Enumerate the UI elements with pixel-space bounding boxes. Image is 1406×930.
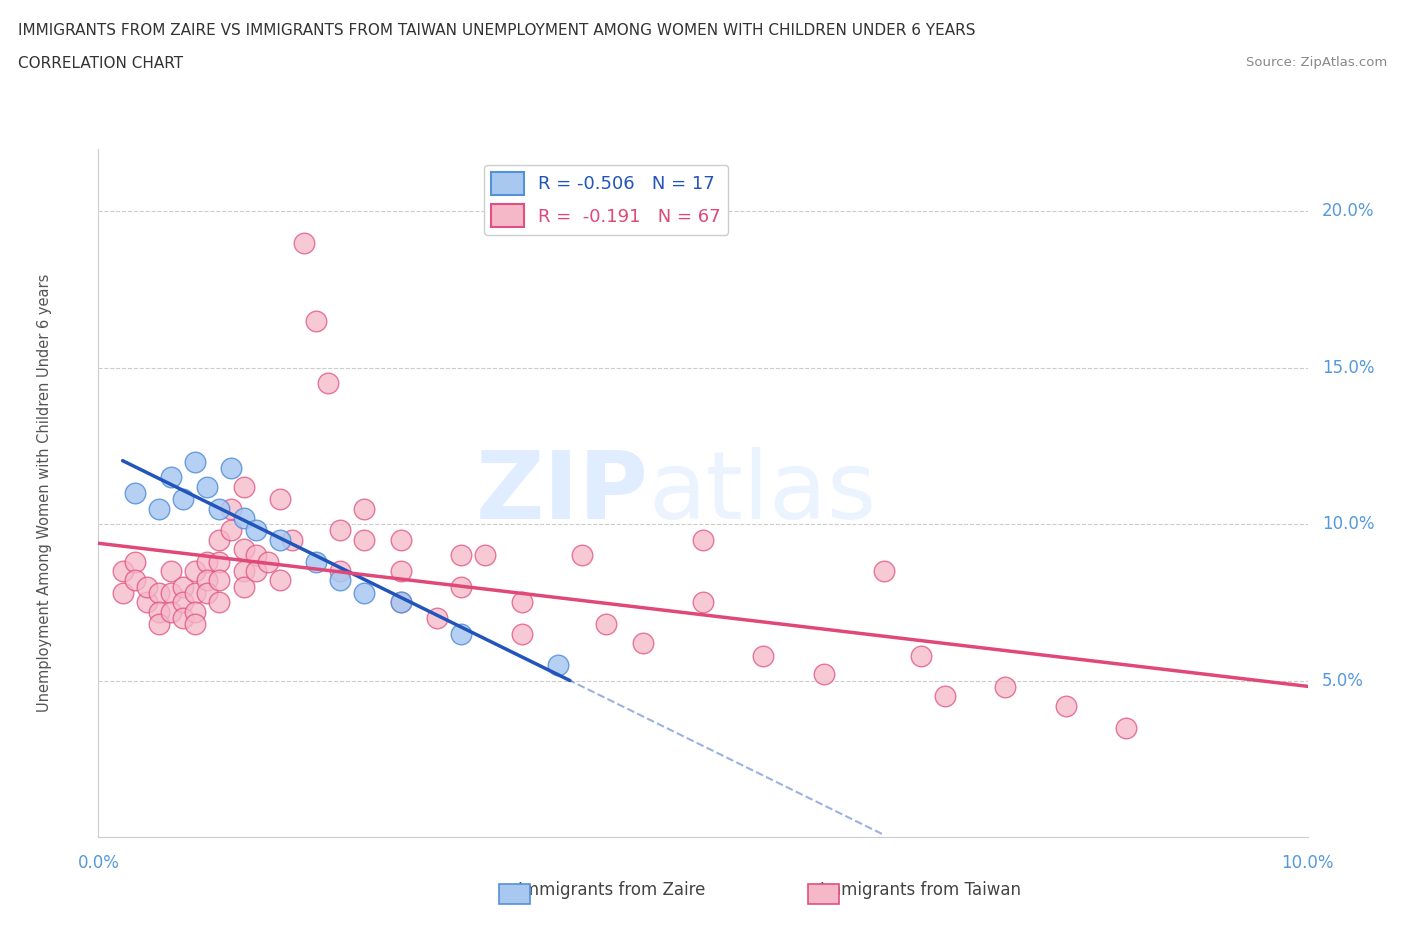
Text: CORRELATION CHART: CORRELATION CHART <box>18 56 183 71</box>
Point <box>547 658 569 672</box>
Point <box>124 485 146 500</box>
Point <box>148 586 170 601</box>
Point <box>124 573 146 588</box>
Point <box>910 648 932 663</box>
Point <box>389 595 412 610</box>
Text: Immigrants from Taiwan: Immigrants from Taiwan <box>821 881 1021 899</box>
Text: 0.0%: 0.0% <box>77 854 120 872</box>
Point <box>595 617 617 631</box>
Point <box>752 648 775 663</box>
Point <box>450 626 472 641</box>
Point <box>221 501 243 516</box>
Point <box>571 548 593 563</box>
Point <box>195 573 218 588</box>
Point <box>305 554 328 569</box>
Point <box>245 523 267 538</box>
Point <box>148 604 170 619</box>
Text: Immigrants from Zaire: Immigrants from Zaire <box>517 881 706 899</box>
Point <box>353 532 375 547</box>
Point <box>172 595 194 610</box>
Point <box>148 501 170 516</box>
Text: 15.0%: 15.0% <box>1322 359 1375 377</box>
Point <box>245 564 267 578</box>
Point <box>450 548 472 563</box>
Point <box>111 586 134 601</box>
Point <box>353 501 375 516</box>
Point <box>813 667 835 682</box>
Point <box>172 579 194 594</box>
Point <box>135 579 157 594</box>
Text: Source: ZipAtlas.com: Source: ZipAtlas.com <box>1247 56 1388 69</box>
Point <box>208 573 231 588</box>
Text: ZIP: ZIP <box>475 447 648 538</box>
Point <box>195 554 218 569</box>
Point <box>426 611 449 626</box>
Point <box>329 523 352 538</box>
Legend: R = -0.506   N = 17, R =  -0.191   N = 67: R = -0.506 N = 17, R = -0.191 N = 67 <box>484 165 728 234</box>
Point <box>1054 698 1077 713</box>
Point <box>124 554 146 569</box>
Point <box>184 454 207 469</box>
Point <box>232 579 254 594</box>
Point <box>148 617 170 631</box>
Point <box>316 376 339 391</box>
Point <box>389 595 412 610</box>
Point <box>208 595 231 610</box>
Point <box>329 564 352 578</box>
Point <box>873 564 896 578</box>
Point <box>232 479 254 494</box>
Point <box>256 554 278 569</box>
Point <box>135 595 157 610</box>
Point <box>172 492 194 507</box>
Text: 10.0%: 10.0% <box>1281 854 1334 872</box>
Point <box>195 586 218 601</box>
Point <box>221 523 243 538</box>
Text: atlas: atlas <box>648 447 877 538</box>
Point <box>195 479 218 494</box>
Point <box>111 564 134 578</box>
Point <box>160 470 183 485</box>
Point <box>510 595 533 610</box>
Point <box>208 532 231 547</box>
Point <box>184 586 207 601</box>
Point <box>450 579 472 594</box>
Point <box>232 564 254 578</box>
Point <box>184 564 207 578</box>
Point <box>269 573 291 588</box>
Point <box>353 586 375 601</box>
Point <box>208 501 231 516</box>
Point <box>1115 720 1137 735</box>
Point <box>172 611 194 626</box>
Text: IMMIGRANTS FROM ZAIRE VS IMMIGRANTS FROM TAIWAN UNEMPLOYMENT AMONG WOMEN WITH CH: IMMIGRANTS FROM ZAIRE VS IMMIGRANTS FROM… <box>18 23 976 38</box>
Point <box>292 235 315 250</box>
Point <box>245 548 267 563</box>
Point <box>389 532 412 547</box>
Point <box>160 586 183 601</box>
Text: 5.0%: 5.0% <box>1322 671 1364 689</box>
Point <box>631 635 654 650</box>
Text: Unemployment Among Women with Children Under 6 years: Unemployment Among Women with Children U… <box>37 273 52 712</box>
Point <box>329 573 352 588</box>
Point <box>269 492 291 507</box>
Point <box>184 617 207 631</box>
Point <box>692 595 714 610</box>
Point <box>474 548 496 563</box>
Point <box>510 626 533 641</box>
Point <box>934 689 956 704</box>
Text: 20.0%: 20.0% <box>1322 203 1375 220</box>
Text: 10.0%: 10.0% <box>1322 515 1375 533</box>
Point <box>232 542 254 557</box>
Point <box>269 532 291 547</box>
Point <box>160 604 183 619</box>
Point <box>994 680 1017 695</box>
Point <box>281 532 304 547</box>
Point <box>184 604 207 619</box>
Point <box>692 532 714 547</box>
Point <box>232 511 254 525</box>
Point <box>160 564 183 578</box>
Point <box>208 554 231 569</box>
Point <box>221 460 243 475</box>
Point <box>389 564 412 578</box>
Point <box>305 313 328 328</box>
